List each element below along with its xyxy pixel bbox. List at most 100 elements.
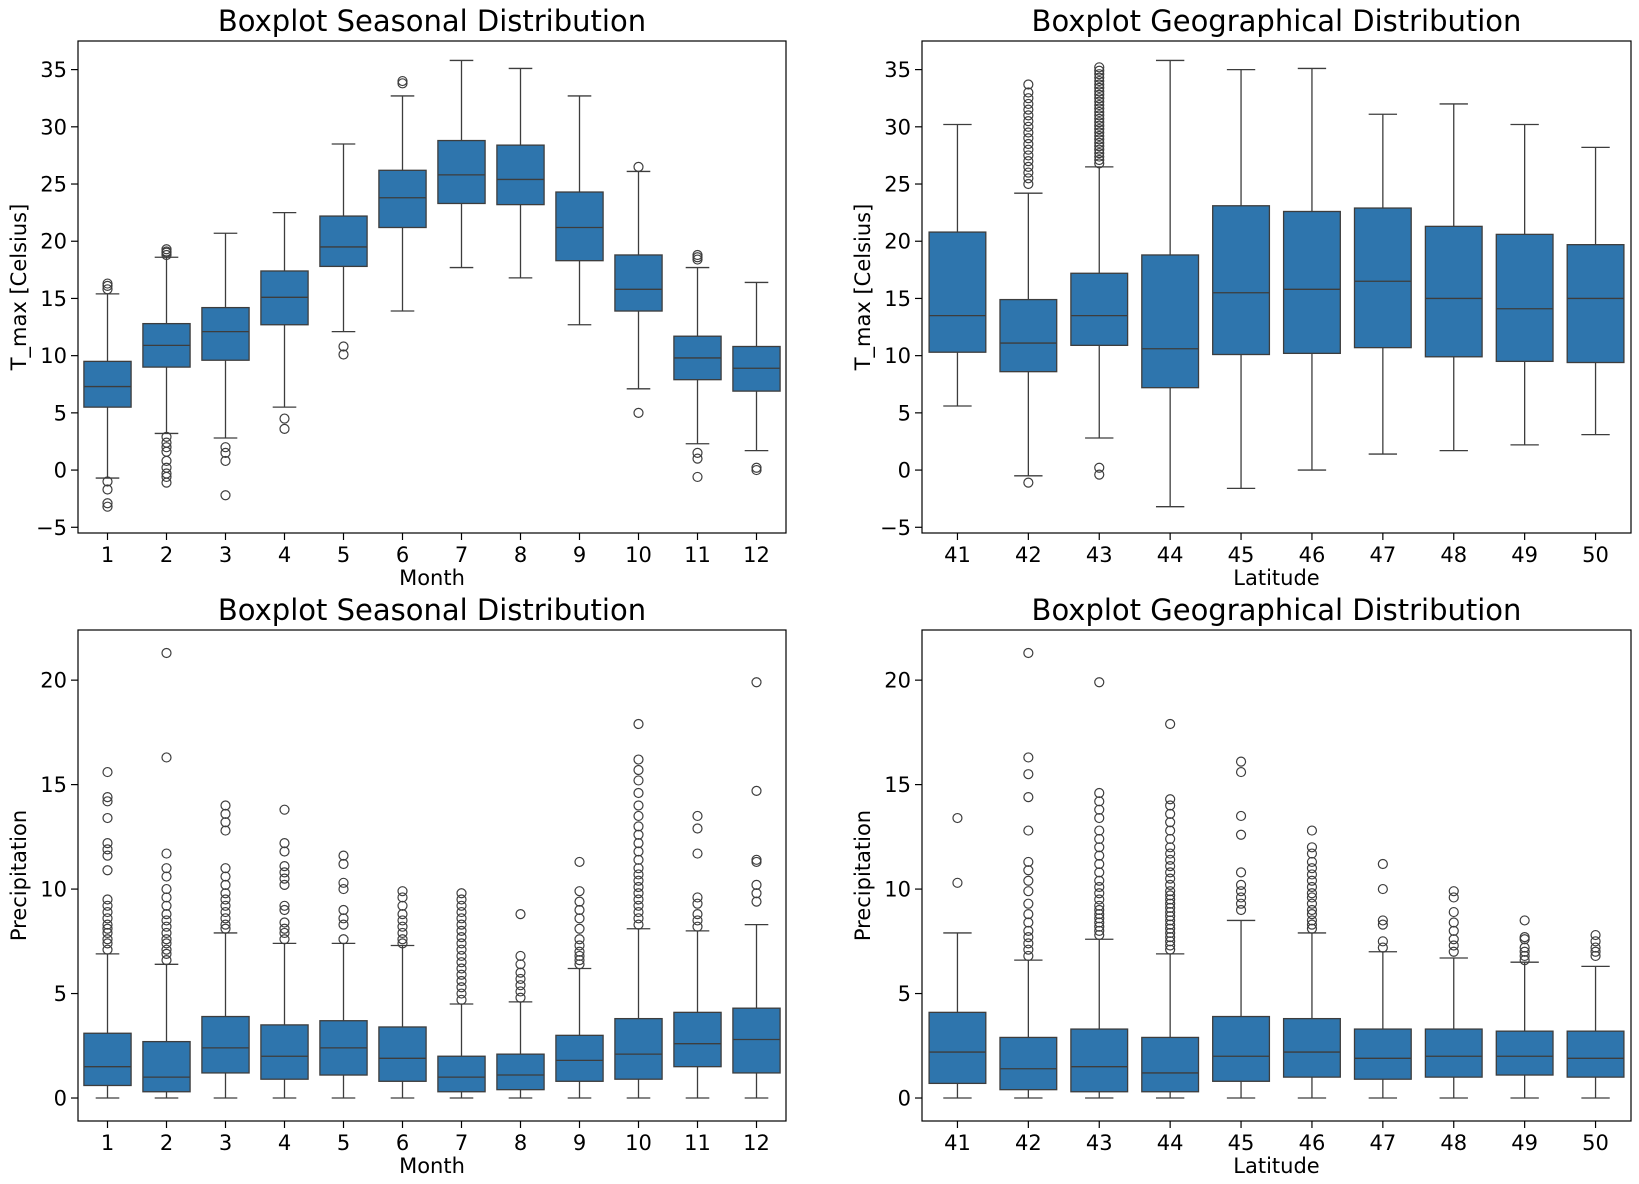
outlier-point — [397, 927, 408, 939]
outlier-point — [1165, 879, 1176, 891]
outlier-point — [1165, 902, 1176, 913]
box-body — [201, 1015, 250, 1074]
box-body — [1070, 272, 1129, 347]
box-44 — [1141, 59, 1200, 508]
outlier-point — [397, 909, 408, 920]
outlier-point — [633, 787, 644, 799]
outlier-point — [1165, 873, 1176, 884]
outlier-point — [574, 896, 585, 907]
outlier-point — [1306, 904, 1318, 916]
outlier-point — [1165, 794, 1176, 805]
outlier-point — [1165, 919, 1176, 930]
box-body — [999, 1036, 1058, 1091]
outlier-point — [1023, 875, 1034, 886]
outlier-point — [102, 938, 113, 949]
box-42 — [999, 647, 1058, 1099]
outlier-point — [515, 992, 526, 1003]
box-50 — [1566, 929, 1625, 1099]
outlier-point — [279, 860, 290, 872]
outlier-point — [1448, 892, 1459, 903]
outlier-point — [1094, 917, 1105, 928]
outlier-point — [574, 886, 585, 897]
outlier-point — [692, 810, 703, 822]
x-tick-label: 42 — [1015, 1131, 1042, 1155]
box-body — [201, 306, 250, 361]
outlier-point — [574, 913, 585, 924]
outlier-point — [633, 913, 644, 924]
box-9 — [555, 95, 604, 326]
outlier-point — [1023, 917, 1034, 928]
outlier-point — [1448, 906, 1459, 918]
box-46 — [1282, 67, 1341, 471]
y-tick-label: 10 — [884, 344, 911, 368]
box-45 — [1212, 68, 1271, 490]
outlier-point — [220, 442, 231, 453]
outlier-point — [1094, 79, 1105, 90]
outlier-point — [1590, 950, 1601, 962]
outlier-point — [102, 894, 113, 905]
outlier-point — [633, 888, 644, 899]
outlier-point — [1094, 867, 1105, 878]
outlier-point — [515, 980, 526, 991]
outlier-point — [574, 904, 585, 916]
outlier-point — [102, 944, 113, 955]
outlier-point — [161, 863, 172, 874]
outlier-point — [633, 900, 644, 911]
outlier-point — [1023, 156, 1034, 167]
x-axis-label: Latitude — [1233, 1154, 1319, 1178]
outlier-point — [1023, 133, 1034, 144]
outlier-point — [161, 948, 172, 959]
y-tick-label: 30 — [40, 115, 67, 139]
box-6 — [378, 75, 427, 312]
outlier-point — [1023, 938, 1034, 949]
box-body — [1353, 1028, 1412, 1080]
outlier-point — [338, 850, 349, 861]
x-tick-label: 42 — [1015, 543, 1042, 567]
x-tick-label: 2 — [160, 1131, 173, 1155]
outlier-point — [161, 848, 172, 859]
x-tick-label: 8 — [514, 543, 527, 567]
x-tick-label: 43 — [1086, 1131, 1113, 1155]
box-body — [614, 254, 663, 312]
outlier-point — [279, 423, 290, 434]
chart-title: Boxplot Seasonal Distribution — [218, 593, 646, 627]
box-45 — [1212, 756, 1271, 1099]
x-tick-label: 1 — [101, 1131, 114, 1155]
outlier-point — [1519, 946, 1530, 957]
outlier-point — [1094, 888, 1105, 899]
outlier-point — [1165, 808, 1176, 819]
outlier-point — [102, 284, 113, 295]
x-tick-label: 9 — [573, 543, 586, 567]
outlier-point — [397, 915, 408, 926]
y-tick-label: −5 — [36, 516, 67, 540]
chart-title: Boxplot Seasonal Distribution — [218, 4, 646, 38]
box-41 — [928, 123, 987, 407]
x-tick-label: 9 — [573, 1131, 586, 1155]
outlier-point — [1023, 79, 1034, 90]
y-tick-label: 30 — [884, 115, 911, 139]
x-tick-label: 48 — [1440, 543, 1467, 567]
x-tick-label: 5 — [337, 1131, 350, 1155]
outlier-point — [279, 413, 290, 424]
x-axis-label: Month — [399, 566, 465, 590]
box-body — [1212, 1015, 1271, 1082]
outlier-point — [1023, 477, 1034, 488]
outlier-point — [1306, 881, 1318, 893]
outlier-point — [633, 869, 644, 880]
outlier-point — [1590, 936, 1601, 947]
outlier-point — [161, 244, 172, 255]
outlier-point — [1023, 127, 1034, 138]
outlier-point — [1023, 769, 1034, 780]
outlier-point — [1094, 858, 1105, 870]
x-tick-label: 8 — [514, 1131, 527, 1155]
outlier-point — [1094, 929, 1105, 941]
outlier-point — [1023, 138, 1034, 150]
outlier-point — [1165, 886, 1176, 897]
outlier-point — [220, 817, 231, 828]
outlier-point — [692, 909, 703, 920]
y-tick-label: 20 — [40, 230, 67, 254]
outlier-point — [1094, 103, 1105, 114]
box-body — [496, 1053, 545, 1091]
outlier-point — [1448, 917, 1459, 928]
outlier-point — [456, 925, 467, 936]
